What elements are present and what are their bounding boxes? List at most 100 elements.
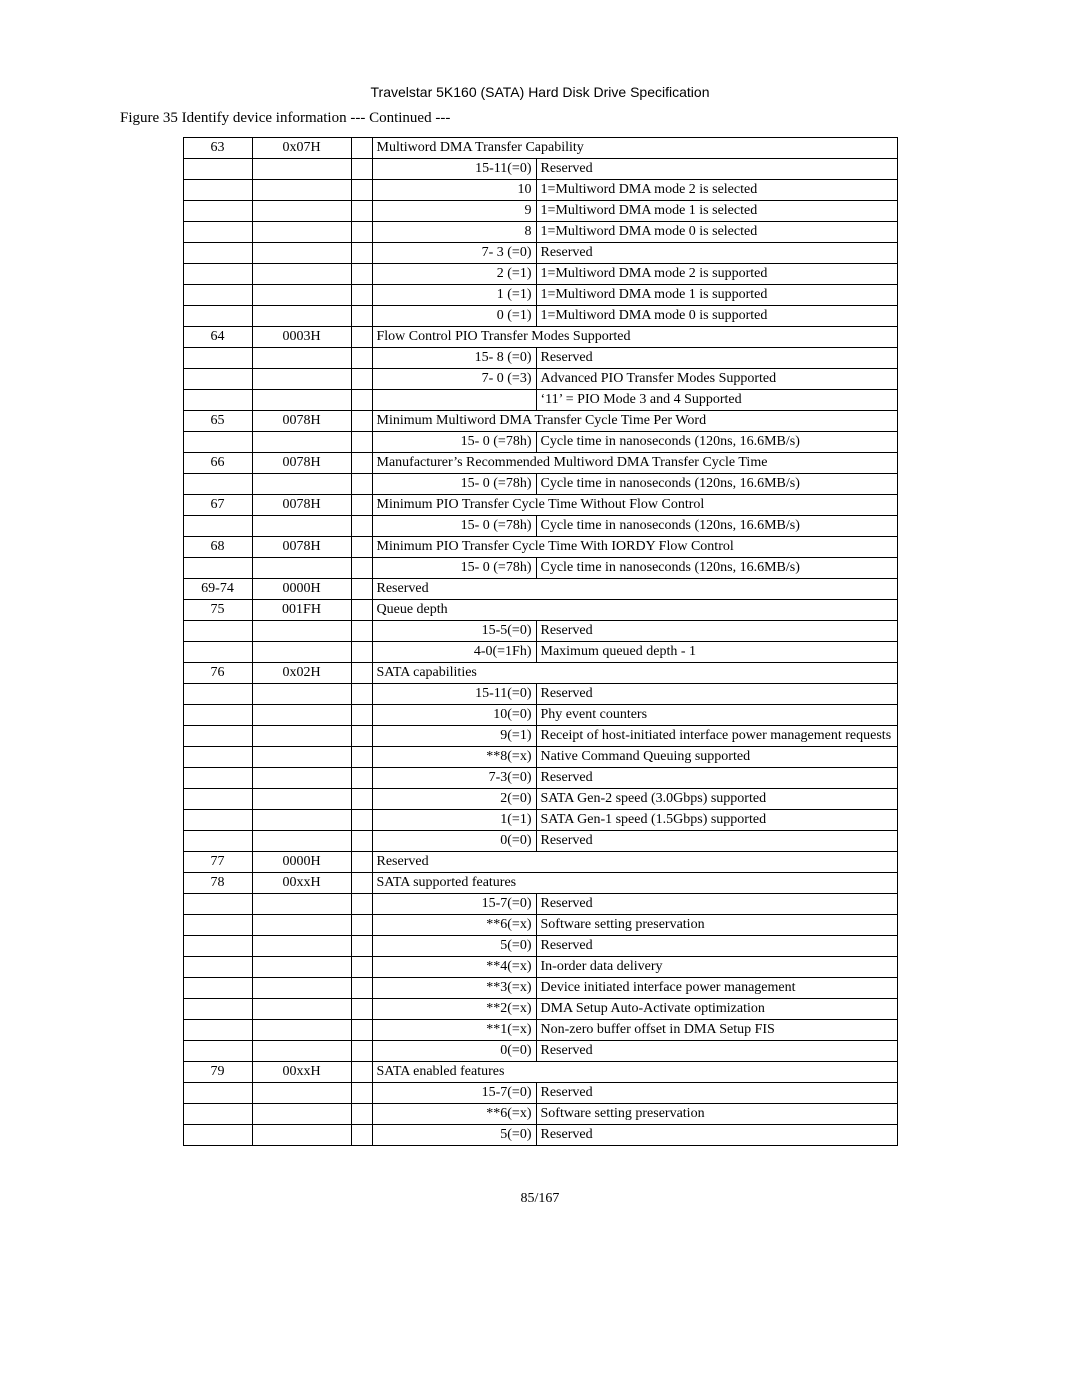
cell-value: 0000H xyxy=(252,579,351,600)
cell-word xyxy=(183,432,252,453)
cell-bits: 1 (=1) xyxy=(372,285,536,306)
cell-word xyxy=(183,957,252,978)
cell-desc: ‘11’ = PIO Mode 3 and 4 Supported xyxy=(536,390,897,411)
cell-blank xyxy=(351,663,372,684)
cell-value xyxy=(252,264,351,285)
cell-word xyxy=(183,915,252,936)
table-row: 15-5(=0)Reserved xyxy=(183,621,897,642)
cell-blank xyxy=(351,432,372,453)
cell-word xyxy=(183,201,252,222)
table-row: **8(=x)Native Command Queuing supported xyxy=(183,747,897,768)
cell-word xyxy=(183,264,252,285)
cell-blank xyxy=(351,369,372,390)
cell-word: 78 xyxy=(183,873,252,894)
cell-word xyxy=(183,810,252,831)
cell-word xyxy=(183,306,252,327)
cell-value xyxy=(252,621,351,642)
cell-blank xyxy=(351,264,372,285)
table-row: 81=Multiword DMA mode 0 is selected xyxy=(183,222,897,243)
cell-value xyxy=(252,474,351,495)
cell-blank xyxy=(351,411,372,432)
cell-desc: Maximum queued depth - 1 xyxy=(536,642,897,663)
cell-value xyxy=(252,558,351,579)
table-row: 7-3(=0)Reserved xyxy=(183,768,897,789)
cell-desc: Software setting preservation xyxy=(536,1104,897,1125)
cell-value xyxy=(252,789,351,810)
cell-blank xyxy=(351,495,372,516)
cell-value: 0078H xyxy=(252,495,351,516)
cell-word: 79 xyxy=(183,1062,252,1083)
cell-bits: 15- 0 (=78h) xyxy=(372,432,536,453)
table-row: 7800xxHSATA supported features xyxy=(183,873,897,894)
table-row: 0(=0)Reserved xyxy=(183,831,897,852)
cell-bits: 4-0(=1Fh) xyxy=(372,642,536,663)
table-row: 101=Multiword DMA mode 2 is selected xyxy=(183,180,897,201)
cell-desc: Minimum PIO Transfer Cycle Time With IOR… xyxy=(372,537,897,558)
table-row: 91=Multiword DMA mode 1 is selected xyxy=(183,201,897,222)
cell-desc: Multiword DMA Transfer Capability xyxy=(372,138,897,159)
table-row: 15- 0 (=78h)Cycle time in nanoseconds (1… xyxy=(183,516,897,537)
cell-value xyxy=(252,1020,351,1041)
cell-word xyxy=(183,558,252,579)
doc-title: Travelstar 5K160 (SATA) Hard Disk Drive … xyxy=(120,84,960,100)
cell-blank xyxy=(351,159,372,180)
page: Travelstar 5K160 (SATA) Hard Disk Drive … xyxy=(0,0,1080,1397)
cell-bits: 15- 0 (=78h) xyxy=(372,474,536,495)
cell-desc: Software setting preservation xyxy=(536,915,897,936)
table-row: 7900xxHSATA enabled features xyxy=(183,1062,897,1083)
cell-blank xyxy=(351,789,372,810)
cell-bits: 15- 0 (=78h) xyxy=(372,516,536,537)
cell-value: 00xxH xyxy=(252,1062,351,1083)
cell-blank xyxy=(351,600,372,621)
cell-desc: Queue depth xyxy=(372,600,897,621)
cell-desc: DMA Setup Auto-Activate optimization xyxy=(536,999,897,1020)
cell-word xyxy=(183,1104,252,1125)
cell-blank xyxy=(351,306,372,327)
cell-blank xyxy=(351,1083,372,1104)
cell-blank xyxy=(351,936,372,957)
cell-value xyxy=(252,243,351,264)
cell-desc: SATA capabilities xyxy=(372,663,897,684)
cell-desc: Cycle time in nanoseconds (120ns, 16.6MB… xyxy=(536,474,897,495)
cell-desc: Cycle time in nanoseconds (120ns, 16.6MB… xyxy=(536,432,897,453)
cell-blank xyxy=(351,537,372,558)
cell-value xyxy=(252,285,351,306)
cell-blank xyxy=(351,684,372,705)
cell-value xyxy=(252,768,351,789)
cell-word xyxy=(183,348,252,369)
cell-bits: 8 xyxy=(372,222,536,243)
cell-bits: **1(=x) xyxy=(372,1020,536,1041)
cell-blank xyxy=(351,999,372,1020)
cell-value xyxy=(252,978,351,999)
cell-bits: 2(=0) xyxy=(372,789,536,810)
cell-value: 0x02H xyxy=(252,663,351,684)
cell-blank xyxy=(351,474,372,495)
cell-desc: Native Command Queuing supported xyxy=(536,747,897,768)
cell-blank xyxy=(351,201,372,222)
cell-word: 64 xyxy=(183,327,252,348)
cell-word xyxy=(183,1083,252,1104)
cell-word xyxy=(183,1020,252,1041)
cell-blank xyxy=(351,558,372,579)
cell-value xyxy=(252,1083,351,1104)
cell-blank xyxy=(351,957,372,978)
cell-bits: **3(=x) xyxy=(372,978,536,999)
cell-value xyxy=(252,999,351,1020)
cell-bits: 9(=1) xyxy=(372,726,536,747)
table-row: 0(=0)Reserved xyxy=(183,1041,897,1062)
table-row: **1(=x)Non-zero buffer offset in DMA Set… xyxy=(183,1020,897,1041)
table-row: 9(=1)Receipt of host-initiated interface… xyxy=(183,726,897,747)
table-row: 1 (=1)1=Multiword DMA mode 1 is supporte… xyxy=(183,285,897,306)
cell-word xyxy=(183,999,252,1020)
table-row: 15- 0 (=78h)Cycle time in nanoseconds (1… xyxy=(183,432,897,453)
table-row: 15-7(=0)Reserved xyxy=(183,894,897,915)
cell-word xyxy=(183,474,252,495)
table-row: 0 (=1)1=Multiword DMA mode 0 is supporte… xyxy=(183,306,897,327)
cell-word xyxy=(183,159,252,180)
cell-blank xyxy=(351,1104,372,1125)
cell-bits: 7- 3 (=0) xyxy=(372,243,536,264)
cell-desc: Reserved xyxy=(536,243,897,264)
cell-bits: 15-11(=0) xyxy=(372,684,536,705)
cell-bits: 15-11(=0) xyxy=(372,159,536,180)
cell-desc: Reserved xyxy=(536,684,897,705)
